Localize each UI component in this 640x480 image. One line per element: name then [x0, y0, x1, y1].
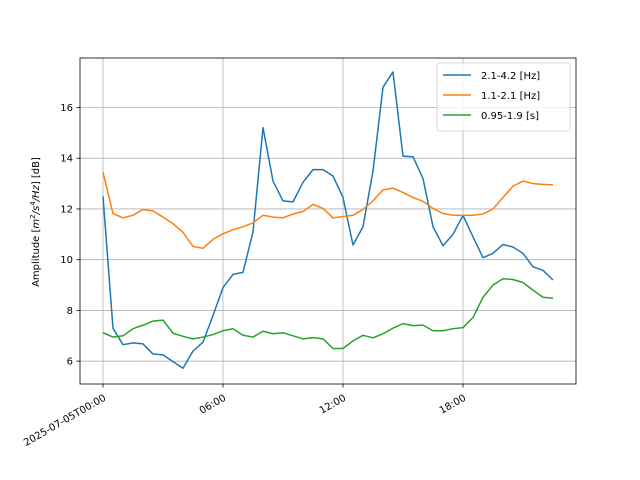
- y-axis-label-hz: /Hz: [31, 184, 42, 202]
- y-tick-label: 12: [60, 204, 73, 215]
- legend-box: [436, 62, 571, 132]
- legend-label-1: 2.1-4.2 [Hz]: [481, 71, 540, 82]
- y-axis-label: Amplitude [m2/s4/Hz] [dB]: [29, 157, 42, 287]
- y-tick-label: 10: [60, 255, 73, 266]
- y-axis-label-unit-s: s: [31, 206, 42, 211]
- y-axis-label-exp-m: 2: [29, 214, 37, 218]
- series-line-1: [102, 71, 554, 370]
- y-axis-label-suffix: ] [dB]: [31, 157, 42, 185]
- series-lines: [102, 71, 554, 370]
- series-line-2: [102, 171, 554, 250]
- legend-label-3: 0.95-1.9 [s]: [481, 111, 539, 122]
- y-axis-label-unit-m: m: [31, 219, 42, 229]
- legend-label-2: 1.1-2.1 [Hz]: [481, 91, 540, 102]
- y-tick-label: 8: [67, 306, 73, 317]
- y-axis-label-prefix: Amplitude [: [31, 229, 42, 287]
- y-tick-label: 16: [60, 103, 73, 114]
- plot-area-frame: [79, 57, 577, 385]
- y-tick-label: 6: [67, 357, 73, 368]
- y-axis: 6 8 10 12 14 16: [60, 103, 80, 368]
- legend: 2.1-4.2 [Hz] 1.1-2.1 [Hz] 0.95-1.9 [s]: [436, 62, 571, 132]
- y-tick-label: 14: [60, 154, 73, 165]
- y-axis-label-exp-s: 4: [29, 201, 37, 206]
- series-line-3: [102, 277, 554, 350]
- y-axis-label-slash: /: [31, 209, 42, 215]
